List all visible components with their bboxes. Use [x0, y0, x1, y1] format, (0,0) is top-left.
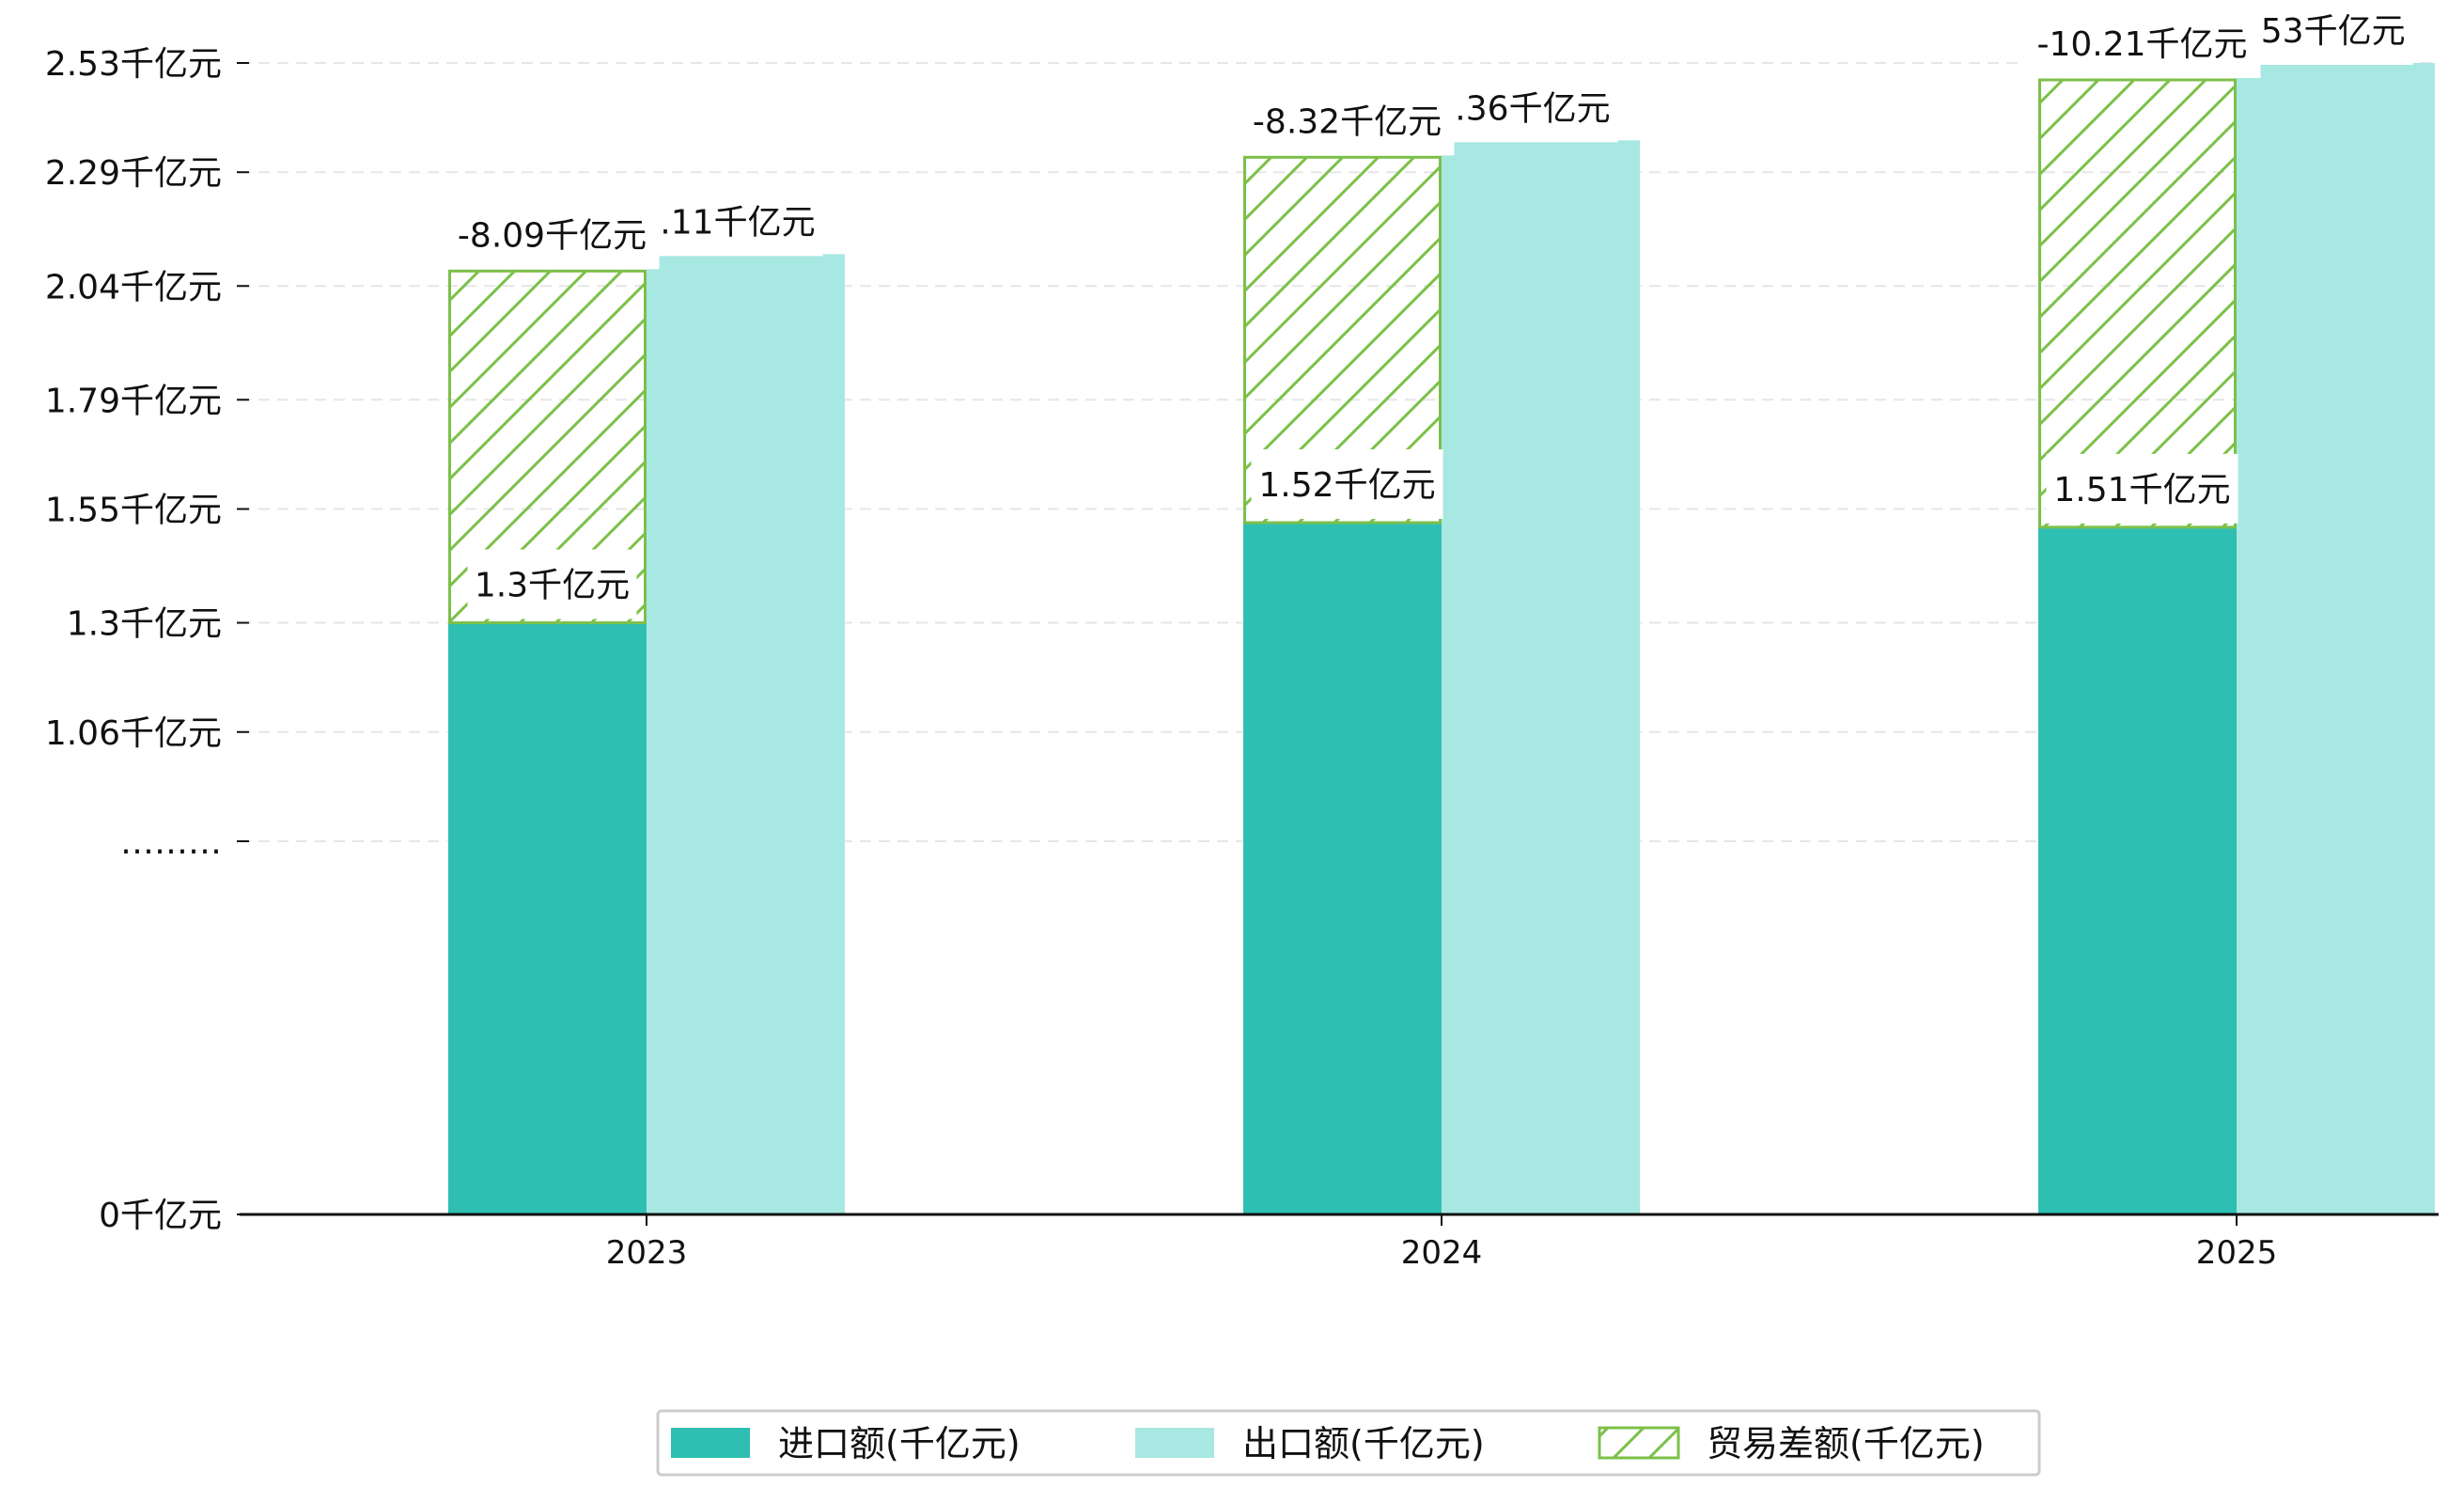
legend-label-import: 进口额(千亿元): [778, 1423, 1021, 1464]
y-tick-label: 2.53千亿元: [45, 45, 222, 84]
x-tick-label: 2023: [606, 1234, 688, 1272]
label-balance-2024: -8.32千亿元: [1240, 86, 1455, 156]
y-tick-label: 1.55千亿元: [45, 492, 222, 530]
label-balance-2023-text: -8.09千亿元: [458, 216, 647, 255]
axes: 0千亿元 ……… 1.06千亿元 1.3千亿元 1.55千亿元 1.79千亿元 2.04千亿…: [45, 45, 2439, 1272]
label-import-2024: 1.52千亿元: [1251, 449, 1443, 520]
label-balance-2023-bg: [444, 199, 660, 270]
label-export-2023-bg: [631, 186, 823, 257]
y-tick-label: ………: [120, 823, 222, 862]
y-tick-label: 1.3千亿元: [67, 605, 222, 644]
bar-import-2025: [2038, 526, 2237, 1214]
label-export-2024: 2.36千亿元: [1426, 72, 1618, 143]
label-balance-2025: -10.21千亿元: [2023, 8, 2261, 78]
y-tick-label: 1.06千亿元: [45, 714, 222, 753]
label-import-2024-text: 1.52千亿元: [1258, 466, 1435, 505]
bar-export-2024: [1442, 140, 1640, 1214]
bar-export-2023: [647, 254, 845, 1214]
bar-balance-2025: [2038, 78, 2237, 529]
label-balance-2024-text: -8.32千亿元: [1253, 102, 1442, 141]
bars-group: [448, 63, 2435, 1214]
label-import-2023: 1.3千亿元: [467, 549, 637, 619]
legend: 进口额(千亿元) 出口额(千亿元) 贸易差额(千亿元): [656, 1409, 2041, 1477]
legend-label-balance: 贸易差额(千亿元): [1707, 1423, 1985, 1464]
label-import-2025-text: 1.51千亿元: [2053, 471, 2230, 509]
label-import-2024-bg: [1251, 449, 1443, 520]
data-labels: 2.11千亿元-8.09千亿元 1.3千亿元 2.36千亿元-8.32千亿元 1.52…: [444, 0, 2413, 619]
label-import-2023-text: 1.3千亿元: [475, 567, 630, 605]
y-tick-label: 2.29千亿元: [45, 154, 222, 193]
label-import-2025: 1.51千亿元: [2046, 453, 2238, 524]
legend-swatch-export: [1135, 1428, 1214, 1458]
label-import-2025-bg: [2046, 453, 2238, 524]
label-balance-2025-bg: [2023, 8, 2261, 78]
label-export-2023-text: 2.11千亿元: [638, 203, 815, 242]
y-tick-label: 0千亿元: [99, 1197, 222, 1235]
legend-label-export: 出口额(千亿元): [1242, 1423, 1485, 1464]
legend-swatch-import: [671, 1428, 750, 1458]
label-import-2023-bg: [467, 549, 637, 619]
label-balance-2023: -8.09千亿元: [444, 199, 660, 270]
y-tick-label: 2.04千亿元: [45, 268, 222, 306]
bar-import-2023: [448, 622, 647, 1214]
label-export-2024-text: 2.36千亿元: [1433, 89, 1610, 128]
label-export-2023: 2.11千亿元: [631, 186, 823, 257]
bar-export-2025: [2237, 63, 2435, 1214]
x-tick-label: 2024: [1401, 1234, 1483, 1272]
y-tick-label: 1.79千亿元: [45, 382, 222, 420]
label-export-2024-bg: [1426, 72, 1618, 143]
bar-import-2024: [1243, 523, 1442, 1214]
x-tick-label: 2025: [2196, 1234, 2278, 1272]
label-balance-2025-text: -10.21千亿元: [2036, 25, 2247, 64]
label-balance-2024-bg: [1240, 86, 1455, 156]
legend-box: [656, 1409, 2041, 1477]
legend-swatch-balance: [1598, 1426, 1680, 1460]
